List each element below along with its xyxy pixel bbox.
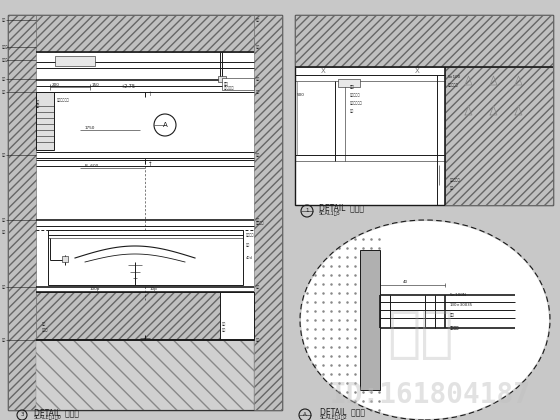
- Text: 标注: 标注: [256, 18, 260, 22]
- Text: 标注: 标注: [256, 218, 260, 222]
- Text: 知末: 知末: [387, 308, 453, 362]
- Ellipse shape: [301, 221, 549, 419]
- Bar: [36, 15, 254, 52]
- Text: 标注: 标注: [256, 153, 260, 157]
- Text: 标标: 标标: [2, 218, 6, 222]
- Bar: [254, 15, 282, 410]
- Text: ↑: ↑: [148, 162, 153, 166]
- Text: SCALE：1：2: SCALE：1：2: [320, 415, 348, 420]
- Text: 标注: 标注: [246, 243, 250, 247]
- Text: 150: 150: [92, 83, 100, 87]
- Text: 标标标标标标: 标标标标标标: [57, 98, 70, 102]
- Bar: [8, 15, 282, 410]
- Bar: [295, 15, 553, 67]
- Text: 标标标标标: 标标标标标: [350, 93, 361, 97]
- Text: 标注: 标注: [450, 313, 455, 317]
- Text: 标标标: 标标标: [42, 328, 48, 332]
- Text: 1750: 1750: [85, 126, 95, 130]
- Text: 标注标注: 标注标注: [256, 221, 264, 225]
- Text: 标标: 标标: [36, 100, 40, 104]
- Bar: [218, 76, 226, 82]
- Bar: [445, 67, 553, 205]
- Text: 500: 500: [297, 93, 305, 97]
- Text: 10p: 10p: [150, 287, 158, 291]
- Bar: [338, 79, 360, 87]
- Text: 标标: 标标: [36, 104, 40, 108]
- Text: 标注: 标注: [256, 338, 260, 342]
- Text: 标注: 标注: [256, 90, 260, 94]
- Text: SCALE：1：0: SCALE：1：0: [34, 415, 62, 420]
- Text: ↑: ↑: [148, 92, 153, 97]
- Text: 标注: 标注: [224, 82, 228, 86]
- Text: 标标标标标标: 标标标标标标: [224, 86, 235, 90]
- Text: 标标标标标标: 标标标标标标: [350, 101, 363, 105]
- Text: 标注: 标注: [450, 186, 454, 190]
- Text: 标注: 标注: [2, 230, 6, 234]
- Text: 标注: 标注: [256, 45, 260, 49]
- Bar: [55, 56, 95, 66]
- Text: 标标标: 标标标: [2, 45, 8, 49]
- Text: 标注: 标注: [256, 285, 260, 289]
- Text: B  600: B 600: [85, 164, 98, 168]
- Text: 标标: 标标: [222, 328, 226, 332]
- Text: 标标: 标标: [2, 77, 6, 81]
- Text: 3: 3: [20, 412, 24, 417]
- Text: 标高: 标高: [2, 285, 6, 289]
- Bar: [360, 250, 380, 390]
- Text: 1: 1: [305, 208, 309, 213]
- Text: DETAIL  大样图: DETAIL 大样图: [34, 409, 79, 417]
- Text: A: A: [162, 122, 167, 128]
- Bar: [295, 15, 553, 205]
- Text: 5×100: 5×100: [448, 75, 461, 79]
- Bar: [36, 92, 54, 150]
- Text: A: A: [303, 412, 307, 417]
- Text: 标注: 标注: [256, 77, 260, 81]
- Text: X: X: [414, 68, 419, 74]
- Text: 标注: 标注: [42, 322, 46, 326]
- Bar: [62, 256, 68, 262]
- Text: 5×100N: 5×100N: [450, 293, 467, 297]
- Text: 标注标注: 标注标注: [246, 233, 254, 237]
- Text: DETAIL  大样图: DETAIL 大样图: [320, 407, 365, 417]
- Text: 标标: 标标: [2, 153, 6, 157]
- Text: 标标标标标: 标标标标标: [448, 83, 459, 87]
- Bar: [36, 340, 254, 410]
- Text: +2.75: +2.75: [120, 84, 135, 89]
- Text: DETAIL  大样图: DETAIL 大样图: [319, 204, 364, 213]
- Bar: [48, 230, 243, 285]
- Text: X: X: [321, 68, 325, 74]
- Bar: [220, 292, 254, 340]
- Text: 标高: 标高: [2, 18, 6, 22]
- Text: 标标: 标标: [2, 90, 6, 94]
- Bar: [36, 292, 254, 340]
- Text: 100p: 100p: [90, 287, 100, 291]
- Text: 标注文字: 标注文字: [450, 326, 460, 330]
- Text: 标注: 标注: [350, 109, 354, 113]
- Text: 200: 200: [52, 83, 60, 87]
- Bar: [8, 15, 36, 410]
- Text: 标标标标标: 标标标标标: [450, 178, 461, 182]
- Text: 标标标: 标标标: [2, 58, 8, 62]
- Text: 40d: 40d: [246, 256, 253, 260]
- Bar: [222, 78, 254, 90]
- Text: 40: 40: [403, 280, 408, 284]
- Text: 标高: 标高: [2, 338, 6, 342]
- Text: 130×30035: 130×30035: [450, 303, 473, 307]
- Text: 标注: 标注: [222, 322, 226, 326]
- Text: ID:161804187: ID:161804187: [329, 381, 530, 409]
- Text: 标注: 标注: [350, 85, 354, 89]
- Text: SCAL1：5: SCAL1：5: [319, 212, 340, 216]
